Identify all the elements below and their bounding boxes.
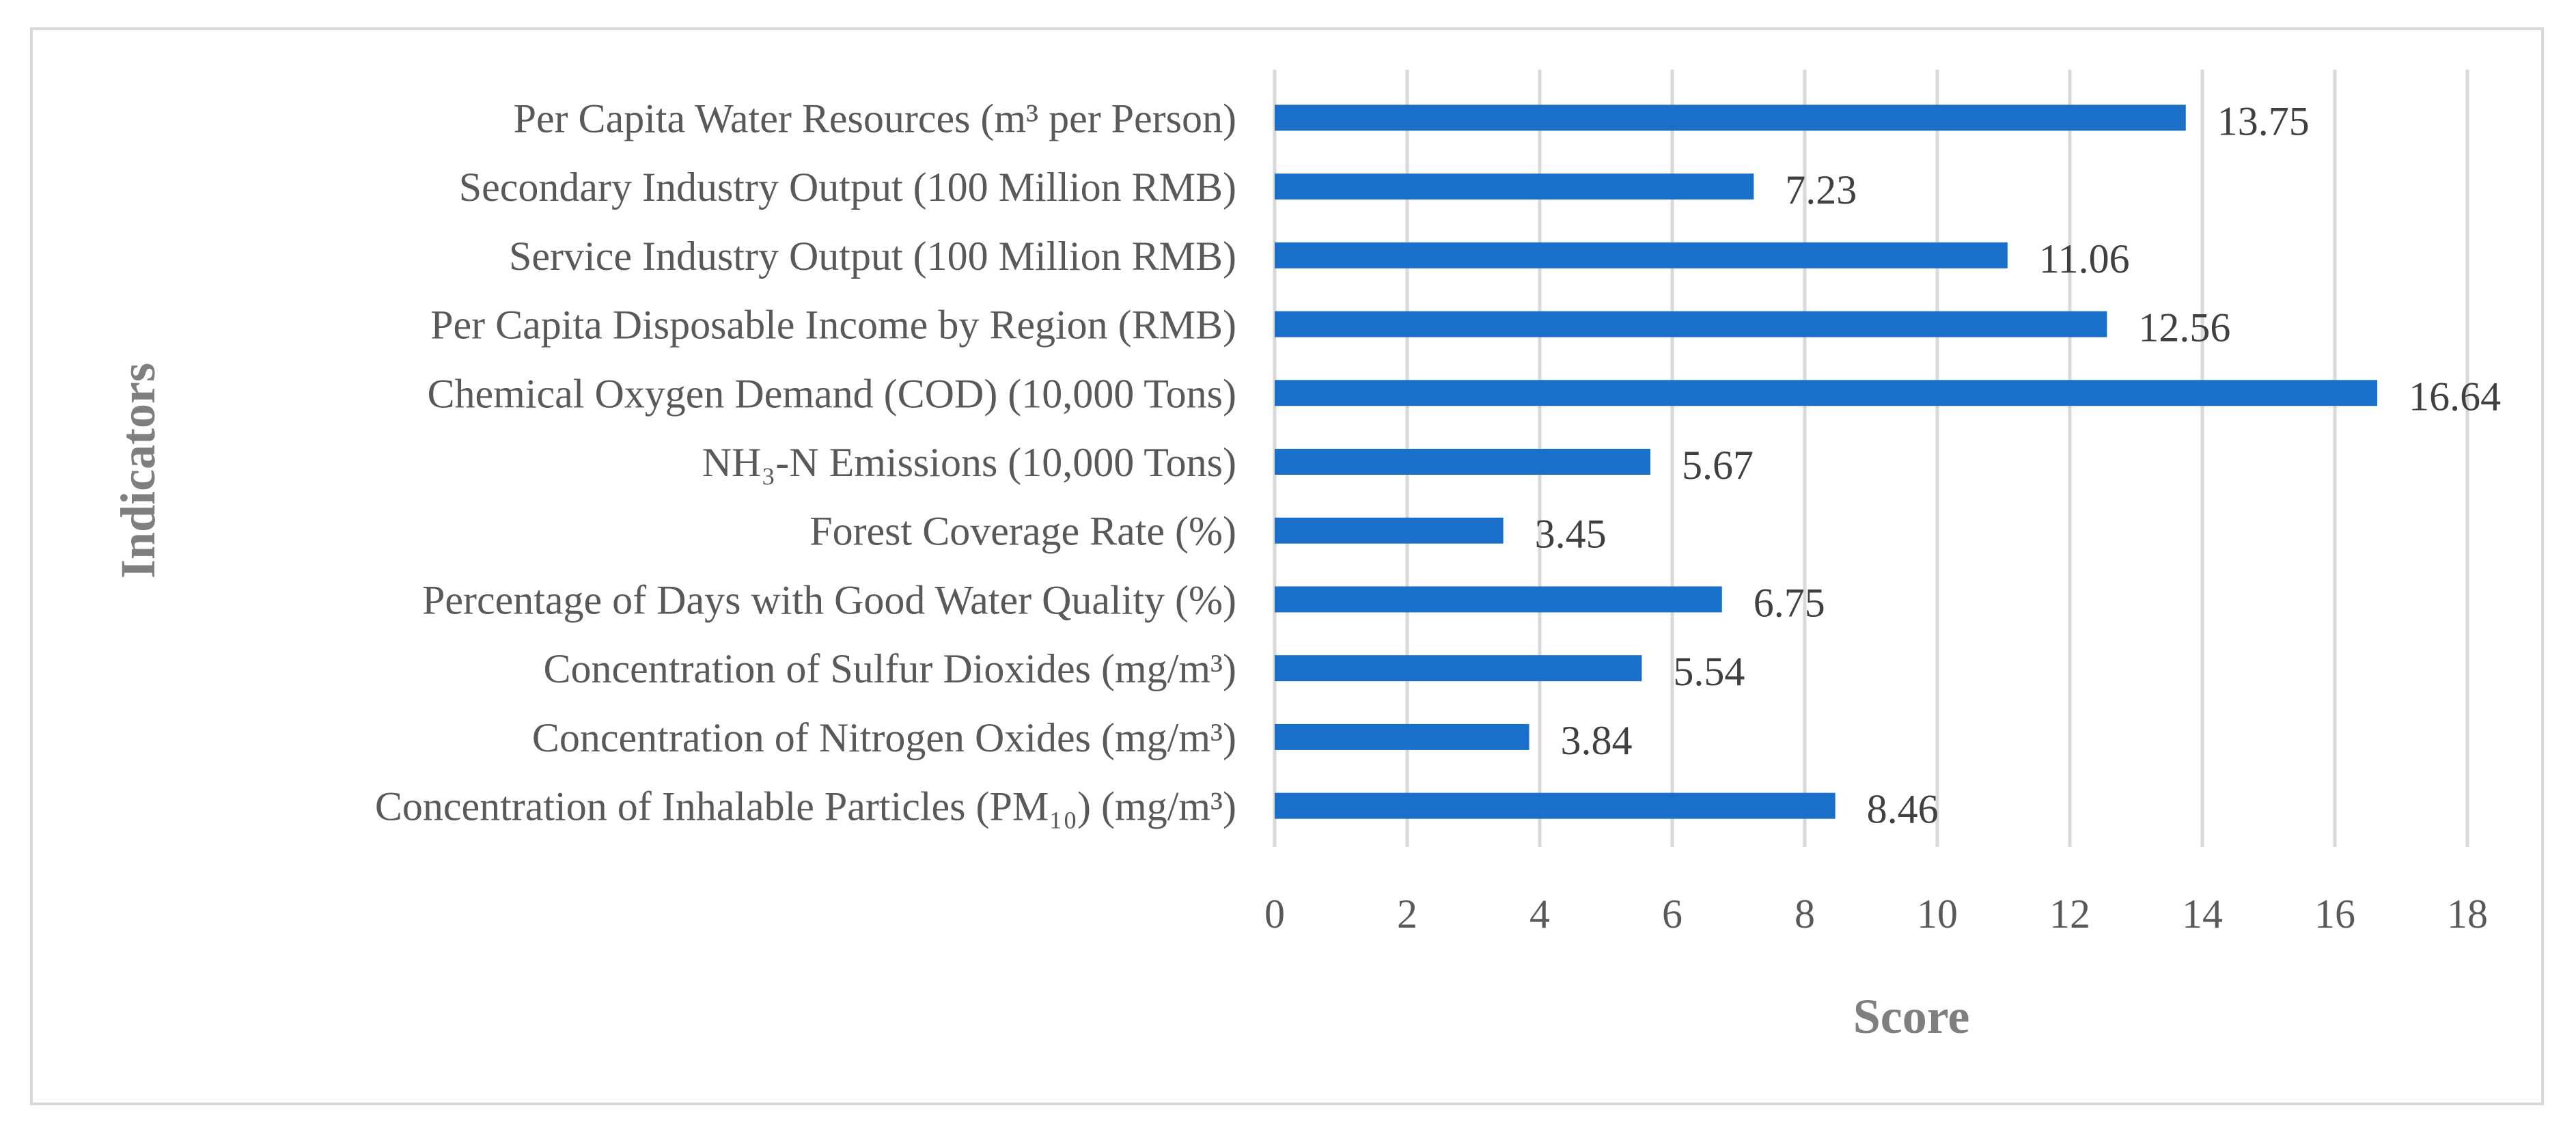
x-axis-title: Score [1853, 989, 1970, 1044]
x-tick-label: 8 [1795, 891, 1815, 937]
data-label: 3.84 [1560, 718, 1632, 763]
data-label: 6.75 [1754, 580, 1825, 625]
category-label: Per Capita Water Resources (m³ per Perso… [514, 96, 1236, 141]
x-tick-label: 14 [2182, 891, 2223, 937]
category-label: Chemical Oxygen Demand (COD) (10,000 Ton… [428, 371, 1236, 416]
category-label: Concentration of Nitrogen Oxides (mg/m³) [532, 715, 1236, 760]
chart-frame: Per Capita Water Resources (m³ per Perso… [30, 27, 2544, 1105]
bar [1275, 380, 2378, 406]
data-label: 16.64 [2409, 374, 2501, 419]
category-label: Forest Coverage Rate (%) [809, 509, 1236, 554]
category-labels: Per Capita Water Resources (m³ per Perso… [375, 96, 1236, 829]
x-tick-label: 4 [1529, 891, 1550, 937]
data-label: 3.45 [1535, 512, 1607, 557]
x-tick-label: 0 [1264, 891, 1285, 937]
data-label: 8.46 [1867, 787, 1939, 832]
x-tick-label: 10 [1917, 891, 1958, 937]
category-label: Concentration of Inhalable Particles (PM… [375, 784, 1236, 829]
bar [1275, 517, 1504, 544]
category-label: Service Industry Output (100 Million RMB… [509, 234, 1236, 279]
data-label: 5.54 [1673, 649, 1745, 694]
x-tick-label: 2 [1397, 891, 1417, 937]
x-tick-label: 12 [2049, 891, 2090, 937]
bar [1275, 723, 1529, 750]
data-label: 11.06 [2039, 236, 2130, 281]
bar [1275, 792, 1836, 819]
bar [1275, 586, 1722, 613]
x-tick-labels: 0 2 4 6 8 10 12 14 16 18 [1264, 891, 2488, 937]
data-label: 7.23 [1785, 167, 1857, 212]
y-axis-title: Indicators [111, 363, 165, 579]
x-tick-label: 18 [2447, 891, 2488, 937]
data-label: 12.56 [2138, 305, 2230, 350]
data-label: 13.75 [2217, 98, 2310, 143]
x-tick-label: 6 [1662, 891, 1682, 937]
category-label: Secondary Industry Output (100 Million R… [459, 165, 1236, 210]
bar [1275, 242, 2008, 268]
category-label: Concentration of Sulfur Dioxides (mg/m³) [544, 646, 1237, 691]
bar [1275, 174, 1754, 200]
bar-layer [1275, 105, 2378, 819]
bar [1275, 311, 2107, 337]
x-tick-label: 16 [2314, 891, 2355, 937]
bar-chart: Per Capita Water Resources (m³ per Perso… [111, 70, 2501, 1044]
data-label: 5.67 [1682, 443, 1754, 488]
category-label: Percentage of Days with Good Water Quali… [422, 577, 1236, 622]
bar [1275, 655, 1642, 682]
category-label: Per Capita Disposable Income by Region (… [430, 303, 1236, 348]
bar [1275, 449, 1650, 475]
bar [1275, 105, 2186, 131]
category-label: NH₃-N Emissions (10,000 Tons) [702, 440, 1236, 485]
